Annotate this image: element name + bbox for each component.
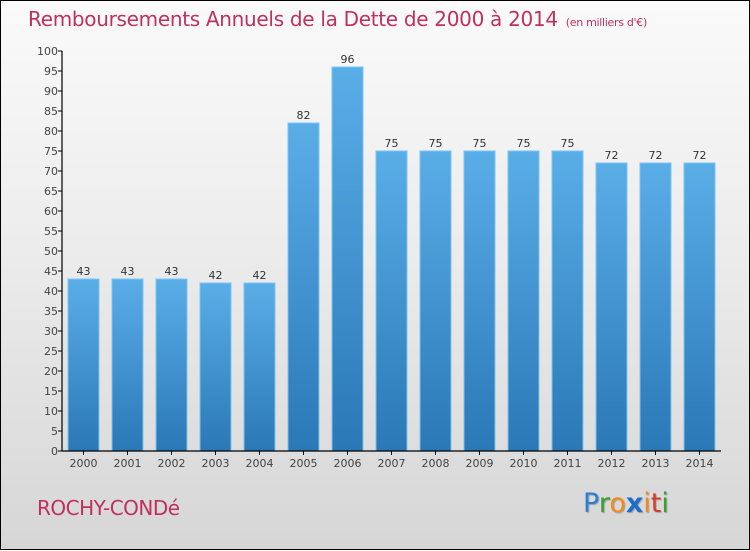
x-tick-label-2008: 2008	[422, 457, 450, 470]
value-label-2001: 43	[121, 265, 135, 278]
logo-letter: t	[650, 488, 662, 519]
y-tick-label-40: 40	[44, 285, 58, 298]
x-tick-label-2010: 2010	[510, 457, 538, 470]
logo-letter: r	[598, 488, 610, 519]
x-tick-label-2012: 2012	[598, 457, 626, 470]
y-tick-label-80: 80	[44, 125, 58, 138]
y-tick-label-45: 45	[44, 265, 58, 278]
value-label-2007: 75	[385, 137, 399, 150]
chart-title: Remboursements Annuels de la Dette de 20…	[28, 7, 647, 31]
value-label-2011: 75	[561, 137, 575, 150]
value-label-2005: 82	[297, 109, 311, 122]
chart-unit-label: (en milliers d'€)	[565, 16, 647, 29]
bar-2011	[551, 150, 584, 452]
value-label-2010: 75	[517, 137, 531, 150]
bar-2002	[155, 278, 188, 452]
value-label-2008: 75	[429, 137, 443, 150]
bar-2003	[199, 282, 232, 452]
logo-letter: i	[661, 488, 669, 519]
bar-2014	[683, 162, 716, 452]
bar-2007	[375, 150, 408, 452]
commune-name: ROCHY-CONDé	[37, 496, 180, 520]
y-tick-label-30: 30	[44, 325, 58, 338]
bar-2006	[331, 66, 364, 452]
y-tick-label-5: 5	[51, 425, 58, 438]
logo-letter: x	[625, 488, 644, 519]
y-tick-label-55: 55	[44, 225, 58, 238]
y-tick-label-0: 0	[51, 445, 58, 458]
logo-letter: o	[609, 488, 626, 519]
value-label-2004: 42	[253, 269, 267, 282]
y-tick-label-20: 20	[44, 365, 58, 378]
x-tick-label-2013: 2013	[642, 457, 670, 470]
x-tick-label-2007: 2007	[378, 457, 406, 470]
x-tick-label-2001: 2001	[114, 457, 142, 470]
x-tick-label-2014: 2014	[686, 457, 714, 470]
y-tick-label-60: 60	[44, 205, 58, 218]
x-tick-label-2009: 2009	[466, 457, 494, 470]
y-tick-label-75: 75	[44, 145, 58, 158]
x-tick-label-2003: 2003	[202, 457, 230, 470]
bar-2009	[463, 150, 496, 452]
bar-2012	[595, 162, 628, 452]
x-tick-label-2004: 2004	[246, 457, 274, 470]
bar-2001	[111, 278, 144, 452]
value-label-2012: 72	[605, 149, 619, 162]
x-tick-label-2005: 2005	[290, 457, 318, 470]
chart-title-text: Remboursements Annuels de la Dette de 20…	[28, 7, 558, 31]
y-tick-label-10: 10	[44, 405, 58, 418]
logo-letter: P	[583, 488, 599, 519]
y-tick-label-65: 65	[44, 185, 58, 198]
value-label-2014: 72	[693, 149, 707, 162]
y-tick-label-50: 50	[44, 245, 58, 258]
proxiti-logo: Proxiti	[583, 488, 669, 519]
bar-2008	[419, 150, 452, 452]
value-label-2013: 72	[649, 149, 663, 162]
value-label-2000: 43	[77, 265, 91, 278]
bar-2005	[287, 122, 320, 452]
bar-2000	[67, 278, 100, 452]
y-tick-label-15: 15	[44, 385, 58, 398]
value-label-2006: 96	[341, 53, 355, 66]
x-tick-label-2000: 2000	[70, 457, 98, 470]
bar-2004	[243, 282, 276, 452]
y-tick-label-85: 85	[44, 105, 58, 118]
bars-group: 43 43 43 42 42 82 96 75 75 75 75 75 72 72 72	[67, 53, 716, 452]
value-label-2003: 42	[209, 269, 223, 282]
axes-group: 2000 2001 2002 2003 2004 2005 2006 2007 2008 2009…	[37, 45, 721, 470]
x-tick-label-2011: 2011	[554, 457, 582, 470]
x-tick-label-2002: 2002	[158, 457, 186, 470]
y-tick-label-25: 25	[44, 345, 58, 358]
bar-2010	[507, 150, 540, 452]
y-tick-label-95: 95	[44, 65, 58, 78]
value-label-2009: 75	[473, 137, 487, 150]
value-label-2002: 43	[165, 265, 179, 278]
y-tick-label-70: 70	[44, 165, 58, 178]
logo-letter: i	[643, 488, 651, 519]
y-tick-label-90: 90	[44, 85, 58, 98]
y-tick-label-35: 35	[44, 305, 58, 318]
bar-2013	[639, 162, 672, 452]
y-tick-label-100: 100	[37, 45, 58, 58]
x-tick-label-2006: 2006	[334, 457, 362, 470]
